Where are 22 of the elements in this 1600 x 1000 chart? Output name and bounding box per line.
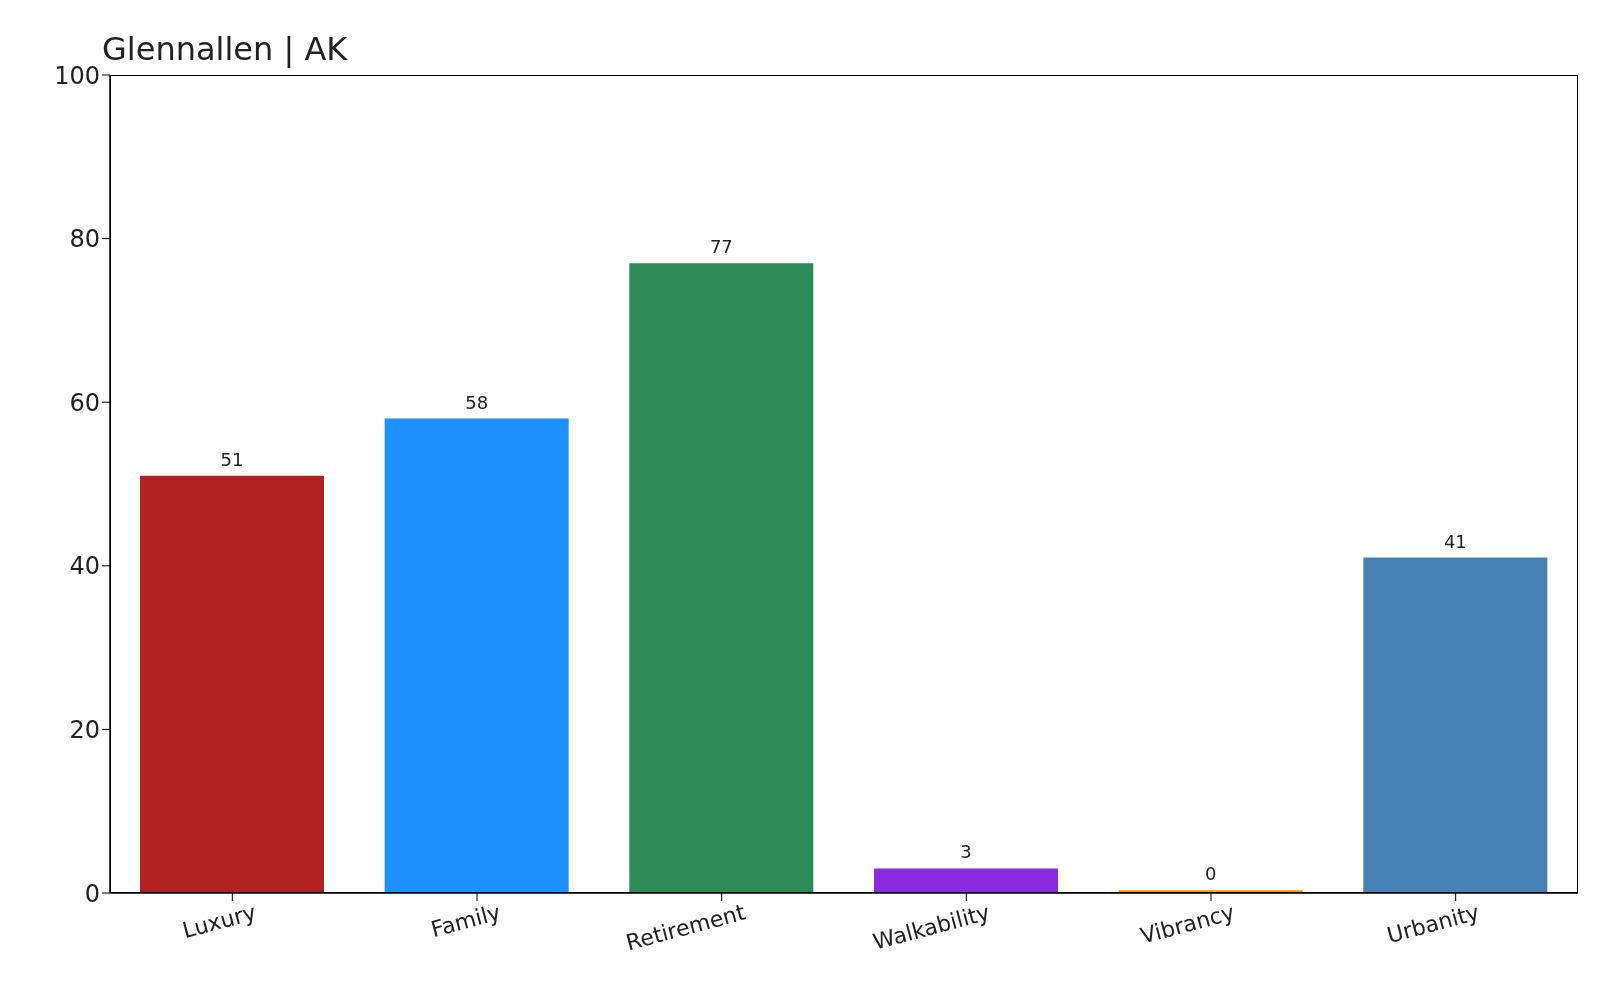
bar	[140, 475, 324, 893]
data-label: 58	[465, 391, 489, 413]
y-tick-label: 80	[69, 225, 100, 254]
bar	[629, 263, 814, 893]
bar	[1363, 557, 1548, 893]
data-label: 41	[1443, 530, 1467, 552]
bar	[384, 418, 569, 893]
y-tick-label: 0	[84, 879, 100, 908]
x-tick-label: Luxury	[179, 899, 259, 944]
data-label: 3	[960, 841, 972, 863]
y-tick-label: 40	[69, 552, 100, 581]
y-tick-label: 20	[69, 715, 100, 744]
data-label: 51	[220, 448, 244, 470]
y-tick-label: 100	[54, 61, 100, 90]
x-tick-label: Vibrancy	[1137, 899, 1238, 949]
data-label: 0	[1204, 863, 1217, 884]
bar	[874, 868, 1058, 893]
x-tick-label: Family	[428, 899, 504, 942]
data-label: 77	[709, 236, 733, 258]
chart-title: Glennallen | AK	[102, 30, 348, 68]
x-tick-label: Urbanity	[1384, 899, 1482, 949]
y-tick-label: 60	[69, 388, 100, 417]
